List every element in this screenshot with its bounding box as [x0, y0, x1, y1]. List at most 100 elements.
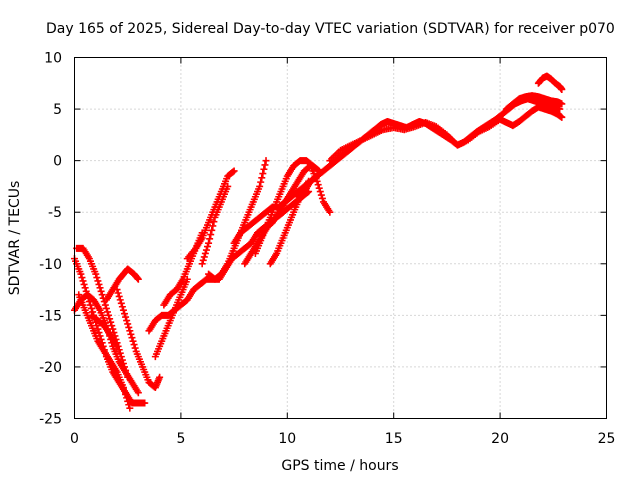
data-point — [107, 318, 115, 326]
y-tick-label: 5 — [53, 102, 62, 118]
data-point — [95, 329, 103, 337]
data-point — [80, 280, 88, 288]
grid-lines — [74, 57, 607, 419]
data-point — [230, 167, 238, 175]
x-tick-label: 25 — [598, 431, 616, 447]
data-point — [78, 274, 86, 282]
series-arc-06 — [102, 265, 142, 304]
data-point — [229, 168, 237, 176]
data-point — [558, 85, 566, 93]
data-point — [208, 226, 216, 234]
series-arc-17 — [262, 162, 334, 232]
data-point — [318, 194, 326, 202]
data-point — [156, 373, 164, 381]
data-point — [126, 404, 134, 412]
data-point — [114, 289, 122, 297]
data-point — [259, 170, 267, 178]
data-point — [121, 387, 129, 395]
data-point — [209, 222, 217, 230]
series-arc-13 — [205, 157, 270, 283]
series-arc-19 — [294, 95, 564, 201]
data-point — [125, 401, 133, 409]
data-point — [95, 280, 103, 288]
data-point — [122, 390, 130, 398]
data-points — [71, 72, 566, 412]
data-point — [315, 184, 323, 192]
x-tick-label: 20 — [491, 431, 509, 447]
x-tick-label: 10 — [278, 431, 296, 447]
data-point — [258, 174, 266, 182]
data-point — [131, 344, 139, 352]
series-arc-22 — [502, 92, 566, 113]
x-tick-label: 15 — [385, 431, 403, 447]
data-point — [94, 325, 102, 333]
data-point — [128, 334, 136, 342]
plot-frame — [74, 57, 607, 419]
data-point — [556, 105, 564, 113]
series-arc-05 — [113, 286, 164, 392]
y-tick-label: -25 — [39, 412, 62, 428]
data-point — [262, 157, 270, 165]
data-point — [105, 311, 113, 319]
series-arc-23 — [534, 72, 566, 93]
data-point — [102, 304, 110, 312]
data-point — [200, 253, 208, 261]
data-point — [101, 301, 109, 309]
data-point — [92, 270, 100, 278]
data-point — [205, 239, 213, 247]
data-point — [126, 327, 134, 335]
series-arc-12 — [198, 182, 232, 268]
data-point — [77, 270, 85, 278]
y-tick-label: -20 — [39, 360, 62, 376]
data-point — [93, 274, 101, 282]
data-point — [116, 349, 124, 357]
data-point — [113, 342, 121, 350]
data-point — [88, 304, 96, 312]
data-point — [257, 178, 265, 186]
data-point — [202, 246, 210, 254]
data-point — [558, 113, 566, 121]
data-point — [129, 337, 137, 345]
data-point — [124, 320, 132, 328]
data-point — [207, 231, 215, 239]
data-point — [127, 330, 135, 338]
data-point — [326, 208, 334, 216]
series-arc-21 — [496, 103, 566, 130]
data-point — [141, 399, 149, 407]
data-point — [121, 310, 129, 318]
data-point — [119, 306, 127, 314]
data-point — [98, 291, 106, 299]
chart-title: Day 165 of 2025, Sidereal Day-to-day VTE… — [46, 21, 615, 37]
data-point — [558, 100, 566, 108]
y-tick-label: 0 — [53, 154, 62, 170]
series-arc-11 — [183, 167, 238, 263]
series-arc-20 — [326, 115, 504, 165]
data-point — [125, 323, 133, 331]
data-point — [317, 191, 325, 199]
data-point — [134, 389, 142, 397]
data-point — [206, 235, 214, 243]
data-point — [97, 287, 105, 295]
data-point — [130, 341, 138, 349]
data-point — [106, 315, 114, 323]
data-point — [119, 384, 127, 392]
data-point — [117, 299, 125, 307]
data-point — [260, 165, 268, 173]
y-tick-label: -5 — [48, 205, 62, 221]
data-point — [94, 277, 102, 285]
data-point — [116, 296, 124, 304]
y-tick-label: 10 — [44, 51, 62, 67]
data-point — [96, 284, 104, 292]
data-point — [316, 188, 324, 196]
data-point — [81, 284, 89, 292]
series-arc-04 — [75, 291, 134, 412]
data-point — [123, 317, 131, 325]
data-point — [314, 181, 322, 189]
data-point — [103, 308, 111, 316]
data-point — [204, 243, 211, 251]
data-point — [115, 292, 123, 300]
data-point — [79, 277, 87, 285]
data-point — [261, 161, 269, 169]
series-arc-16 — [251, 157, 323, 257]
